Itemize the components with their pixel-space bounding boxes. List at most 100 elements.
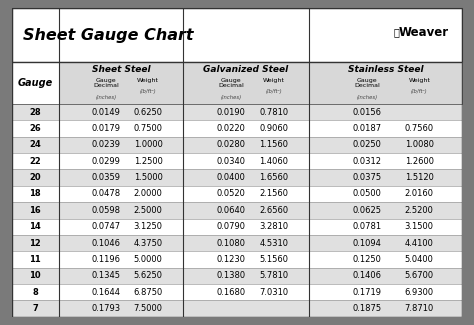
Text: 0.1250: 0.1250 [353,255,382,264]
Text: 0.0156: 0.0156 [353,108,382,117]
Text: 0.0520: 0.0520 [217,189,246,199]
Text: 0.1345: 0.1345 [91,271,120,280]
Text: 0.1875: 0.1875 [353,304,382,313]
Text: 0.1380: 0.1380 [216,271,246,280]
Text: 12: 12 [29,239,41,248]
Text: 5.1560: 5.1560 [259,255,288,264]
Text: 0.1406: 0.1406 [353,271,382,280]
Text: Weight: Weight [263,78,285,83]
Text: 5.6700: 5.6700 [405,271,434,280]
Text: 0.0375: 0.0375 [353,173,382,182]
Text: 14: 14 [29,222,41,231]
Text: 2.0160: 2.0160 [405,189,434,199]
Text: (lb/ft²): (lb/ft²) [140,89,156,94]
Bar [12,169,462,186]
Text: 2.5000: 2.5000 [134,206,163,215]
Text: (lb/ft²): (lb/ft²) [265,89,282,94]
Bar [12,62,59,104]
Text: 0.0598: 0.0598 [91,206,120,215]
Text: 0.7500: 0.7500 [134,124,163,133]
Text: 0.0187: 0.0187 [353,124,382,133]
Bar [309,62,462,104]
Text: (inches): (inches) [356,95,378,100]
Text: 3.2810: 3.2810 [259,222,288,231]
Text: Galvanized Steel: Galvanized Steel [203,65,289,74]
Text: 0.1793: 0.1793 [91,304,120,313]
Text: 1.2500: 1.2500 [134,157,163,166]
Text: 4.3750: 4.3750 [134,239,163,248]
Text: Weight: Weight [408,78,430,83]
Text: 22: 22 [29,157,41,166]
Text: 0.0220: 0.0220 [217,124,246,133]
Text: 0.0625: 0.0625 [353,206,382,215]
Text: 0.7810: 0.7810 [259,108,288,117]
Text: 2.5200: 2.5200 [405,206,434,215]
Text: 11: 11 [29,255,41,264]
Text: 0.1719: 0.1719 [353,288,382,297]
Text: 0.1046: 0.1046 [91,239,120,248]
Text: 24: 24 [29,140,41,149]
Bar [12,284,462,301]
Text: 20: 20 [29,173,41,182]
Text: (lb/ft²): (lb/ft²) [411,89,428,94]
Text: 0.6250: 0.6250 [134,108,163,117]
Text: 🚛: 🚛 [394,27,400,37]
Bar [183,62,309,104]
Text: 1.1560: 1.1560 [259,140,288,149]
Text: 0.1680: 0.1680 [216,288,246,297]
Bar [12,301,462,317]
Bar [12,218,462,235]
Text: 0.0340: 0.0340 [216,157,246,166]
Bar [59,62,183,104]
Text: 18: 18 [29,189,41,199]
Text: Gauge: Gauge [18,78,53,88]
Text: 0.1094: 0.1094 [353,239,382,248]
Bar [12,136,462,153]
Text: 0.0312: 0.0312 [353,157,382,166]
Text: 0.0640: 0.0640 [216,206,246,215]
Text: Weaver: Weaver [399,26,448,39]
Bar [12,202,462,218]
Text: Weight: Weight [137,78,159,83]
Text: 26: 26 [29,124,41,133]
Text: 0.0359: 0.0359 [91,173,120,182]
Text: 1.2600: 1.2600 [405,157,434,166]
Text: 0.0250: 0.0250 [353,140,382,149]
Text: 0.0790: 0.0790 [216,222,246,231]
Text: 0.7560: 0.7560 [405,124,434,133]
Bar [12,120,462,136]
Text: 16: 16 [29,206,41,215]
Text: 0.0149: 0.0149 [91,108,120,117]
Text: 2.1560: 2.1560 [259,189,288,199]
Text: 0.0179: 0.0179 [91,124,120,133]
Bar [12,268,462,284]
Text: 0.1644: 0.1644 [91,288,120,297]
Text: 0.0280: 0.0280 [216,140,246,149]
Text: 3.1500: 3.1500 [405,222,434,231]
Text: 5.6250: 5.6250 [134,271,163,280]
Text: 0.0400: 0.0400 [217,173,246,182]
Text: 5.0400: 5.0400 [405,255,434,264]
Text: 0.0747: 0.0747 [91,222,120,231]
Text: 2.6560: 2.6560 [259,206,288,215]
Text: 4.4100: 4.4100 [405,239,434,248]
Text: 1.6560: 1.6560 [259,173,288,182]
Text: 0.1230: 0.1230 [216,255,246,264]
Text: 0.0190: 0.0190 [217,108,246,117]
Bar [12,8,462,62]
Text: 1.4060: 1.4060 [259,157,288,166]
Bar [12,235,462,251]
Text: 0.0239: 0.0239 [91,140,120,149]
Text: 0.9060: 0.9060 [259,124,288,133]
Text: 6.9300: 6.9300 [405,288,434,297]
Text: 0.0500: 0.0500 [353,189,382,199]
Text: 7.8710: 7.8710 [405,304,434,313]
Text: Sheet Gauge Chart: Sheet Gauge Chart [23,28,193,43]
Text: 6.8750: 6.8750 [134,288,163,297]
Text: 7: 7 [32,304,38,313]
Text: 2.0000: 2.0000 [134,189,163,199]
Text: Gauge
Decimal: Gauge Decimal [355,78,380,88]
Text: (inches): (inches) [95,95,117,100]
Bar [12,104,462,120]
Text: 7.0310: 7.0310 [259,288,288,297]
